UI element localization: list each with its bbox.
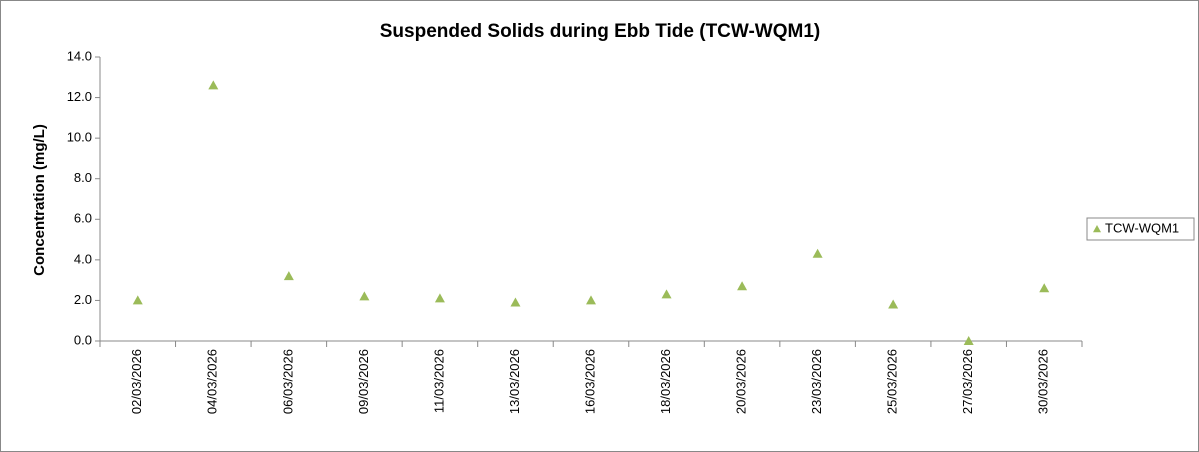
- marker: [737, 281, 748, 291]
- y-axis-title: Concentration (mg/L): [31, 124, 48, 276]
- marker: [963, 336, 974, 345]
- x-tick-label: 04/03/2026: [205, 349, 220, 414]
- x-tick-label: 06/03/2026: [280, 349, 295, 414]
- marker: [359, 291, 370, 301]
- y-tick-label: 2.0: [74, 292, 92, 307]
- legend-marker: [1093, 225, 1101, 233]
- x-tick-label: 13/03/2026: [507, 349, 522, 414]
- x-tick-label: 30/03/2026: [1036, 349, 1051, 414]
- y-tick-label: 6.0: [74, 211, 92, 226]
- y-tick-label: 4.0: [74, 251, 92, 266]
- chart-title: Suspended Solids during Ebb Tide (TCW-WQ…: [380, 21, 820, 42]
- y-tick-label: 0.0: [74, 332, 92, 347]
- marker: [586, 295, 596, 305]
- x-tick-label: 27/03/2026: [960, 349, 975, 414]
- x-tick-label: 23/03/2026: [809, 349, 824, 414]
- marker: [812, 248, 823, 258]
- marker: [132, 295, 143, 305]
- marker: [1039, 283, 1050, 293]
- x-tick-label: 25/03/2026: [885, 349, 900, 414]
- y-tick-label: 12.0: [67, 89, 92, 104]
- x-tick-label: 09/03/2026: [356, 349, 371, 414]
- marker: [283, 271, 294, 281]
- marker: [888, 299, 899, 309]
- x-tick-label: 11/03/2026: [431, 349, 446, 413]
- marker: [510, 297, 521, 307]
- x-tick-label: 18/03/2026: [658, 349, 673, 414]
- x-tick-label: 02/03/2026: [129, 349, 144, 414]
- marker: [434, 293, 445, 303]
- legend-label: TCW-WQM1: [1105, 220, 1179, 235]
- x-tick-label: 20/03/2026: [734, 349, 749, 414]
- marker: [661, 289, 672, 299]
- marker: [208, 80, 219, 90]
- y-tick-label: 10.0: [67, 130, 92, 145]
- legend-box: [1086, 217, 1195, 241]
- y-tick-label: 8.0: [74, 170, 92, 185]
- y-tick-label: 14.0: [67, 48, 92, 63]
- x-tick-label: 16/03/2026: [582, 349, 597, 414]
